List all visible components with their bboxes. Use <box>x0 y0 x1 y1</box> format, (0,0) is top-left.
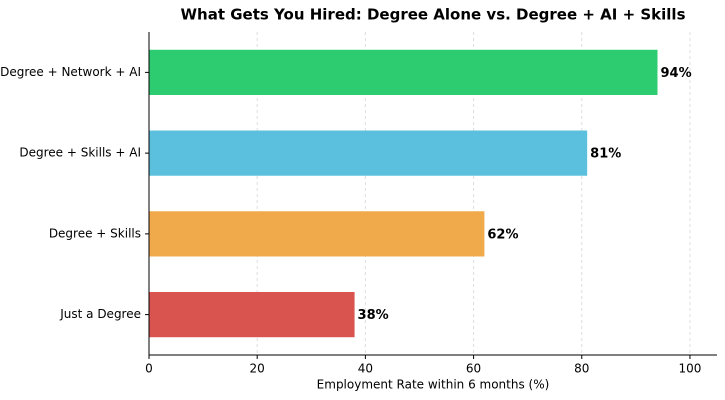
y-tick-label: Degree + Network + AI <box>0 65 141 79</box>
y-tick-label: Just a Degree <box>59 307 141 321</box>
x-tick-label: 0 <box>145 362 153 376</box>
value-label: 38% <box>358 308 389 323</box>
y-tick-label: Degree + Skills + AI <box>19 146 141 160</box>
bar <box>149 211 485 257</box>
value-label: 62% <box>487 227 518 242</box>
x-tick-label: 40 <box>358 362 373 376</box>
bar <box>149 130 588 176</box>
chart-title: What Gets You Hired: Degree Alone vs. De… <box>181 6 686 24</box>
x-axis-label: Employment Rate within 6 months (%) <box>317 378 550 392</box>
bar <box>149 292 355 338</box>
value-label: 94% <box>660 66 691 81</box>
x-tick-label: 20 <box>250 362 265 376</box>
value-label: 81% <box>590 147 621 162</box>
x-tick-label: 60 <box>466 362 481 376</box>
bar <box>149 49 658 95</box>
x-tick-label: 80 <box>574 362 589 376</box>
y-tick-label: Degree + Skills <box>49 226 141 240</box>
x-tick-label: 100 <box>678 362 701 376</box>
